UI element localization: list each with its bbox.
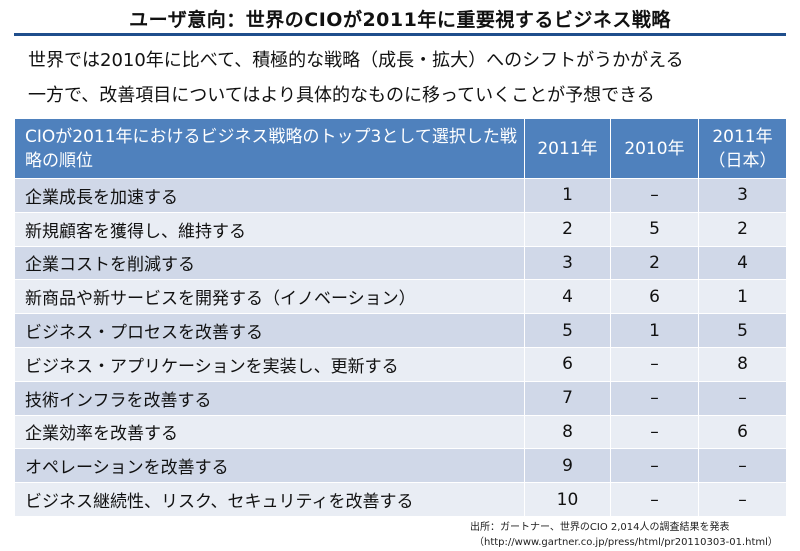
rank-2010-cell: –: [610, 414, 699, 450]
strategy-cell: オペレーションを改善する: [14, 448, 525, 484]
header-2011-japan: 2011年 （日本）: [698, 118, 787, 179]
rank-2011-japan-cell: 4: [698, 245, 787, 281]
rank-2011-japan-cell: 5: [698, 313, 787, 348]
table-row: ビジネス・アプリケーションを実装し、更新する 6–8: [14, 346, 787, 382]
header-2011-japan-line2: （日本）: [708, 150, 777, 171]
rank-2011-cell: 6: [524, 346, 611, 382]
strategy-cell: ビジネス継続性、リスク、セキュリティを改善する: [14, 482, 525, 517]
page-title: ユーザ意向：世界のCIOが2011年に重要視するビジネス戦略: [129, 9, 671, 31]
header-2010: 2010年: [610, 118, 699, 179]
table-row: 企業成長を加速する 1–3: [14, 178, 787, 213]
rank-2011-cell: 9: [524, 448, 611, 484]
rank-2011-japan-cell: 3: [698, 178, 787, 213]
rank-2011-cell: 3: [524, 245, 611, 281]
strategy-cell: 企業コストを削減する: [14, 245, 525, 281]
strategy-cell: 新規顧客を獲得し、維持する: [14, 211, 525, 247]
rank-2011-japan-cell: 6: [698, 414, 787, 450]
rank-2010-cell: 5: [610, 211, 699, 247]
source-url: （http://www.gartner.co.jp/press/html/pr2…: [474, 537, 778, 548]
rank-2011-japan-cell: –: [698, 380, 787, 416]
header-strategy: CIOが2011年におけるビジネス戦略のトップ3として選択した戦略の順位: [14, 118, 525, 179]
rank-2011-cell: 4: [524, 279, 611, 315]
table-row: ビジネス継続性、リスク、セキュリティを改善する 10– –: [14, 482, 787, 517]
summary-line-2: 一方で、改善項目についてはより具体的なものに移っていくことが予想できる: [28, 85, 655, 106]
table-row: 新規顧客を獲得し、維持する 2 5 2: [14, 211, 787, 247]
rank-2011-cell: 2: [524, 211, 611, 247]
strategy-ranking-table: CIOが2011年におけるビジネス戦略のトップ3として選択した戦略の順位 201…: [14, 118, 787, 517]
rank-2011-japan-cell: –: [698, 448, 787, 484]
strategy-cell: 新商品や新サービスを開発する（イノベーション）: [14, 279, 525, 315]
table-body: 企業成長を加速する 1–3 新規顧客を獲得し、維持する 2 5 2 企業コストを削減する 3 2…: [14, 178, 787, 517]
rank-2011-japan-cell: 8: [698, 346, 787, 382]
title-underline: [14, 33, 786, 36]
rank-2011-cell: 10: [524, 482, 611, 517]
title-bar: ユーザ意向：世界のCIOが2011年に重要視するビジネス戦略: [0, 0, 800, 36]
strategy-cell: 企業成長を加速する: [14, 178, 525, 213]
rank-2011-japan-cell: 2: [698, 211, 787, 247]
rank-2011-cell: 5: [524, 313, 611, 348]
rank-2010-cell: –: [610, 346, 699, 382]
source-note: 出所：ガートナー、世界のCIO 2,014人の調査結果を発表: [470, 522, 730, 533]
rank-2010-cell: 2: [610, 245, 699, 281]
rank-2010-cell: 6: [610, 279, 699, 315]
strategy-cell: 企業効率を改善する: [14, 414, 525, 450]
rank-2011-cell: 8: [524, 414, 611, 450]
rank-2010-cell: –: [610, 380, 699, 416]
table-row: 新商品や新サービスを開発する（イノベーション） 4 6 1: [14, 279, 787, 315]
table-row: オペレーションを改善する 9– –: [14, 448, 787, 484]
rank-2010-cell: –: [610, 178, 699, 213]
rank-2011-japan-cell: 1: [698, 279, 787, 315]
rank-2010-cell: –: [610, 448, 699, 484]
header-2011-japan-line1: 2011年: [712, 126, 773, 147]
rank-2011-japan-cell: –: [698, 482, 787, 517]
table-row: 企業効率を改善する 8–6: [14, 414, 787, 450]
table-row: 企業コストを削減する 3 2 4: [14, 245, 787, 281]
rank-2011-cell: 1: [524, 178, 611, 213]
header-2011: 2011年: [524, 118, 611, 179]
table-row: 技術インフラを改善する 7– –: [14, 380, 787, 416]
strategy-cell: 技術インフラを改善する: [14, 380, 525, 416]
rank-2010-cell: –: [610, 482, 699, 517]
table-row: ビジネス・プロセスを改善する 5 1 5: [14, 313, 787, 348]
rank-2011-cell: 7: [524, 380, 611, 416]
strategy-cell: ビジネス・プロセスを改善する: [14, 313, 525, 348]
strategy-cell: ビジネス・アプリケーションを実装し、更新する: [14, 346, 525, 382]
table-header-row: CIOが2011年におけるビジネス戦略のトップ3として選択した戦略の順位 201…: [14, 118, 787, 179]
rank-2010-cell: 1: [610, 313, 699, 348]
summary-line-1: 世界では2010年に比べて、積極的な戦略（成長・拡大）へのシフトがうかがえる: [28, 50, 684, 71]
